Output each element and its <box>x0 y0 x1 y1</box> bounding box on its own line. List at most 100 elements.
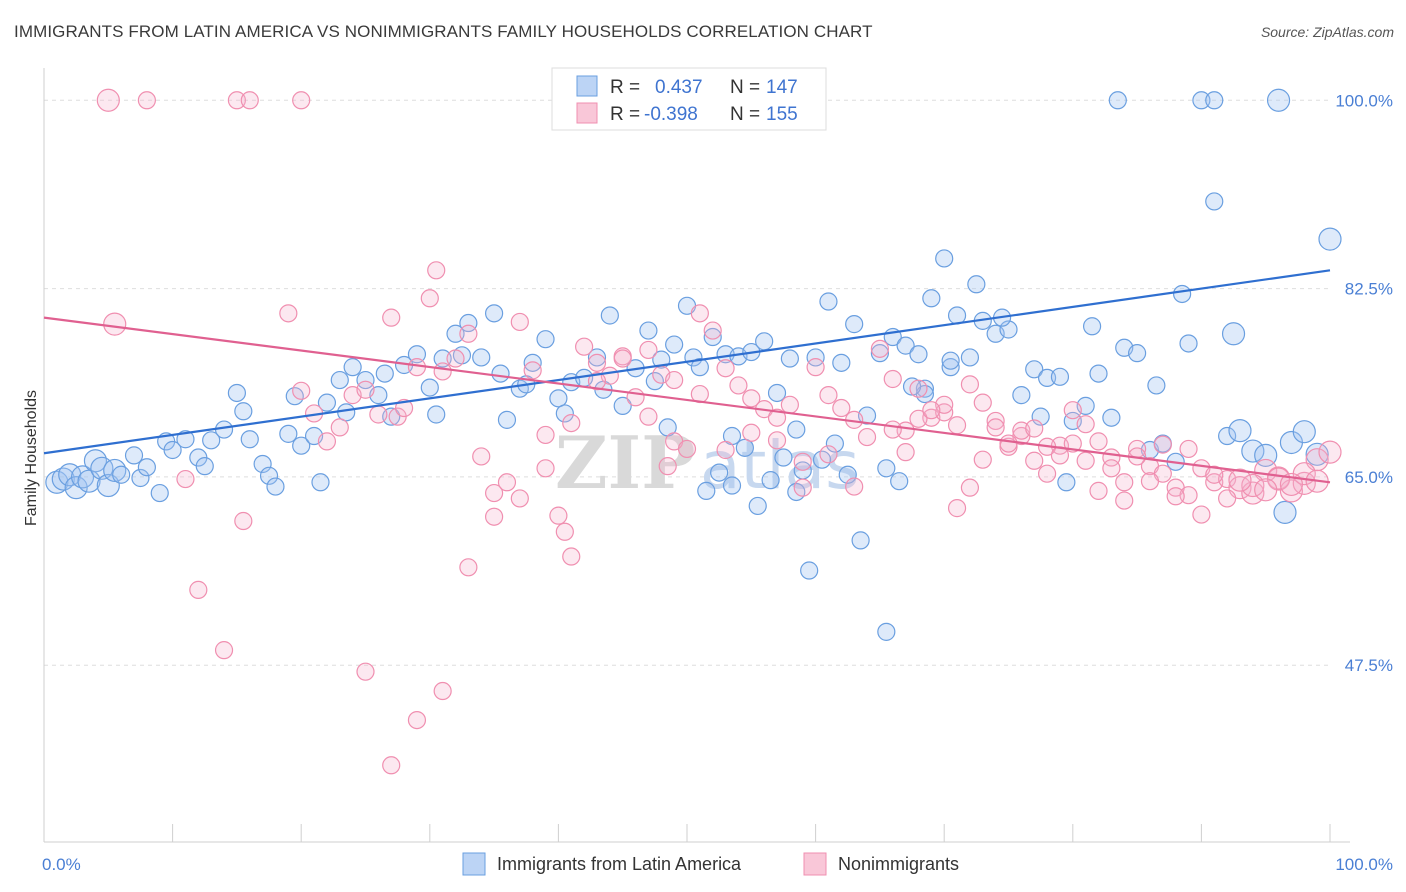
gridlines <box>44 99 1330 666</box>
point-pink-147 <box>407 710 427 730</box>
point-blue-28 <box>279 424 298 443</box>
point-pink-145 <box>459 558 478 577</box>
point-pink-75 <box>1063 401 1082 420</box>
point-blue-143 <box>890 472 909 491</box>
point-blue-113 <box>1127 344 1147 363</box>
point-pink-120 <box>1179 439 1198 459</box>
point-pink-100 <box>986 418 1005 437</box>
point-blue-124 <box>1266 88 1291 112</box>
point-pink-59 <box>857 427 877 447</box>
point-blue-74 <box>703 327 722 347</box>
point-pink-49 <box>729 376 748 395</box>
point-pink-32 <box>536 425 555 445</box>
point-pink-137 <box>665 370 684 390</box>
point-blue-33 <box>317 393 337 412</box>
point-blue-79 <box>755 332 774 351</box>
point-blue-20 <box>202 431 221 450</box>
point-blue-55 <box>523 353 542 372</box>
legend-box <box>551 67 827 131</box>
point-blue-1 <box>51 467 75 491</box>
point-pink-63 <box>909 379 928 398</box>
point-pink-134 <box>742 423 761 442</box>
point-pink-144 <box>485 507 504 526</box>
series-legend: Immigrants from Latin America Nonimmigra… <box>462 852 959 876</box>
point-blue-148 <box>800 561 819 580</box>
x-tick-label-0: 0.0% <box>42 855 81 874</box>
point-blue-3 <box>64 476 88 500</box>
point-blue-133 <box>1147 376 1166 395</box>
point-pink-30 <box>510 312 529 332</box>
point-blue-42 <box>407 345 427 364</box>
point-blue-52 <box>497 410 517 429</box>
point-pink-84 <box>1179 486 1198 505</box>
point-pink-24 <box>433 362 452 381</box>
point-pink-48 <box>716 359 735 378</box>
point-blue-150 <box>774 448 793 467</box>
x-tick-labels: 0.0% 100.0% <box>42 855 1393 874</box>
watermark: ZIP atlas <box>555 420 860 505</box>
point-pink-45 <box>677 439 697 459</box>
legend-r-value-pink: -0.398 <box>644 104 698 125</box>
point-blue-128 <box>1318 227 1342 251</box>
point-pink-26 <box>459 324 478 343</box>
point-blue-64 <box>613 396 632 415</box>
point-pink-90 <box>1254 458 1278 483</box>
point-blue-24 <box>240 430 259 449</box>
point-blue-86 <box>832 353 851 372</box>
trend-lines <box>43 269 1331 484</box>
point-pink-148 <box>382 756 401 775</box>
point-pink-13 <box>317 432 337 451</box>
point-pink-95 <box>1318 440 1342 464</box>
point-blue-140 <box>941 351 960 370</box>
point-pink-14 <box>330 418 349 437</box>
point-pink-61 <box>883 369 902 389</box>
point-blue-132 <box>1173 284 1192 304</box>
source-label: Source: ZipAtlas.com <box>1260 24 1394 40</box>
point-pink-18 <box>382 308 401 327</box>
point-pink-2 <box>227 91 246 110</box>
point-blue-107 <box>1050 367 1070 386</box>
point-blue-119 <box>1205 91 1224 110</box>
point-blue-80 <box>767 383 787 403</box>
point-blue-22 <box>227 383 246 403</box>
point-pink-3 <box>240 91 259 110</box>
point-blue-51 <box>491 364 510 383</box>
point-pink-135 <box>716 440 735 460</box>
y-axis-label: Family Households <box>23 390 40 526</box>
point-pink-77 <box>1089 432 1108 451</box>
point-blue-85 <box>819 292 838 311</box>
point-blue-63 <box>600 306 619 325</box>
point-blue-4 <box>70 465 95 489</box>
point-blue-122 <box>1241 439 1265 463</box>
point-blue-35 <box>337 403 356 422</box>
point-pink-4 <box>292 91 311 110</box>
point-blue-6 <box>83 449 108 473</box>
point-blue-45 <box>433 349 452 368</box>
point-pink-130 <box>845 477 864 496</box>
point-pink-117 <box>1102 459 1121 478</box>
axes <box>43 68 1350 843</box>
point-pink-46 <box>690 304 709 323</box>
point-pink-68 <box>973 393 992 412</box>
point-blue-25 <box>253 454 272 474</box>
point-pink-35 <box>562 547 581 566</box>
y-tick-labels: 100.0% 82.5% 65.0% 47.5% <box>1335 91 1393 675</box>
point-pink-116 <box>1076 451 1095 470</box>
point-blue-44 <box>427 405 446 424</box>
point-blue-14 <box>150 483 169 503</box>
point-blue-67 <box>645 372 664 391</box>
point-pink-131 <box>819 445 838 464</box>
point-pink-56 <box>819 386 838 405</box>
point-blue-111 <box>1102 408 1121 427</box>
point-pink-34 <box>555 522 574 541</box>
point-blue-17 <box>176 430 195 449</box>
point-blue-46 <box>446 324 465 343</box>
point-blue-104 <box>1012 386 1031 405</box>
point-pink-96 <box>883 420 902 439</box>
point-pink-36 <box>575 337 594 356</box>
point-pink-33 <box>549 506 568 525</box>
point-blue-84 <box>806 348 825 367</box>
point-blue-151 <box>761 471 780 490</box>
point-blue-155 <box>710 463 729 482</box>
